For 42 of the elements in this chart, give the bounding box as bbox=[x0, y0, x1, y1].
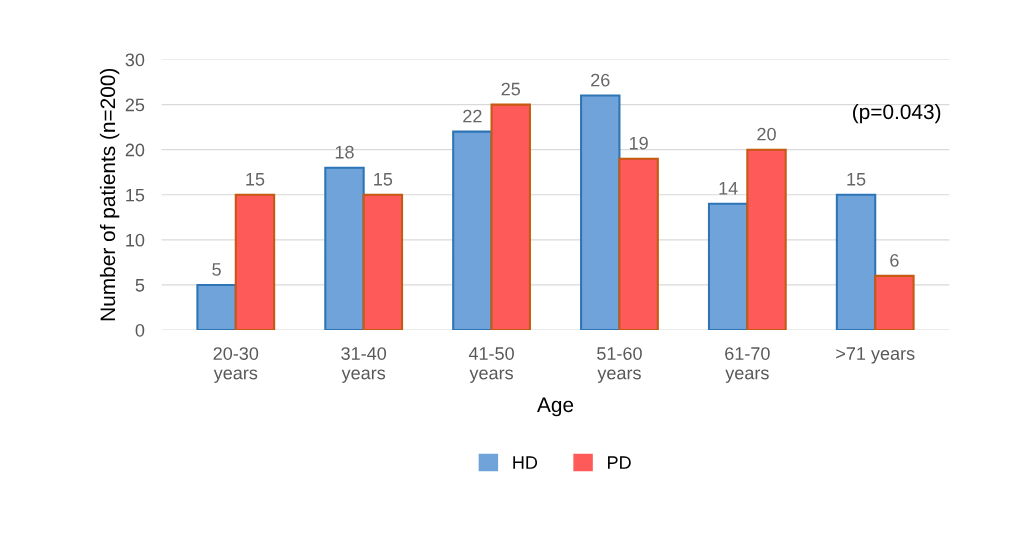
bar bbox=[835, 193, 877, 331]
bar bbox=[874, 274, 915, 331]
data-label: 15 bbox=[847, 173, 866, 186]
data-label: 26 bbox=[591, 73, 610, 87]
bar bbox=[234, 193, 276, 331]
bar bbox=[618, 157, 659, 331]
data-label: 14 bbox=[719, 182, 738, 195]
x-axis-title: Age bbox=[537, 397, 574, 417]
y-tick-label: 5 bbox=[135, 279, 145, 292]
bar bbox=[707, 202, 749, 331]
data-label: 20 bbox=[757, 127, 776, 141]
x-tick-label: 61-70 years bbox=[725, 347, 770, 383]
x-tick-label: 20-30 years bbox=[213, 347, 259, 383]
bar bbox=[196, 283, 237, 331]
data-label: 15 bbox=[374, 173, 393, 186]
y-tick-label: 0 bbox=[135, 323, 145, 337]
bar bbox=[746, 148, 787, 331]
x-tick-label: 51-60 years bbox=[597, 347, 642, 383]
x-tick-label: 31-40 years bbox=[341, 347, 387, 383]
y-axis-title: Number of patients (n=200) bbox=[99, 68, 120, 321]
data-label: 19 bbox=[629, 136, 648, 150]
bar bbox=[490, 103, 531, 331]
y-tick-label: 30 bbox=[125, 53, 145, 67]
y-tick-label: 20 bbox=[125, 143, 145, 157]
x-tick-label: 41-50 years bbox=[468, 347, 514, 383]
y-tick-label: 15 bbox=[126, 188, 145, 202]
legend-label: PD bbox=[608, 456, 631, 469]
data-label: 15 bbox=[246, 173, 265, 186]
x-tick-label: >71 years bbox=[836, 347, 915, 364]
bar bbox=[362, 193, 404, 331]
bar bbox=[580, 94, 621, 331]
data-label: 18 bbox=[335, 145, 354, 159]
y-tick-label: 10 bbox=[126, 233, 145, 247]
data-label: 5 bbox=[212, 263, 221, 276]
annotation: (p=0.043) bbox=[853, 103, 941, 124]
data-label: 6 bbox=[890, 254, 899, 267]
data-label: 25 bbox=[501, 82, 521, 96]
bar bbox=[324, 166, 365, 331]
legend-label: HD bbox=[513, 456, 538, 469]
bar bbox=[452, 130, 493, 331]
data-label: 22 bbox=[463, 109, 482, 123]
y-tick-label: 25 bbox=[125, 98, 145, 112]
